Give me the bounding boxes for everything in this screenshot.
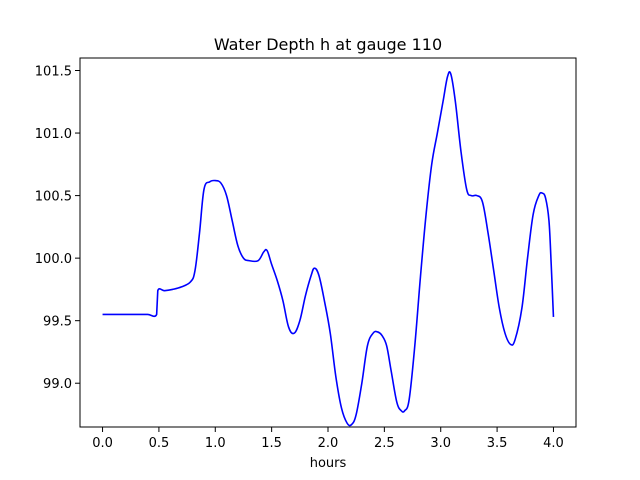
plot-frame: [79, 57, 577, 428]
x-tick-label: 2.0: [318, 436, 339, 451]
plot-area: [80, 58, 576, 427]
y-tick-label: 101.5: [35, 65, 72, 80]
y-tick-label: 101.0: [35, 127, 72, 142]
series-line: [102, 70, 555, 427]
x-tick-label: 3.5: [487, 436, 508, 451]
y-axis-ticks: 99.0 99.5 100.0 100.5 101.0 101.5: [35, 65, 80, 392]
x-tick-label: 3.0: [430, 436, 451, 451]
x-tick-label: 2.5: [374, 436, 395, 451]
x-tick-label: 0.5: [149, 436, 170, 451]
y-tick-label: 99.0: [43, 377, 72, 392]
y-tick-label: 99.5: [43, 315, 72, 330]
chart-title: Water Depth h at gauge 110: [214, 35, 442, 54]
x-tick-label: 1.0: [205, 436, 226, 451]
y-tick-label: 100.5: [35, 190, 72, 205]
x-tick-label: 1.5: [261, 436, 282, 451]
x-axis-label: hours: [310, 456, 347, 471]
y-tick-label: 100.0: [35, 252, 72, 267]
x-tick-label: 4.0: [543, 436, 564, 451]
x-axis-ticks: 0.0 0.5 1.0 1.5 2.0 2.5 3.0 3.5 4.0: [92, 427, 564, 451]
x-tick-label: 0.0: [92, 436, 113, 451]
